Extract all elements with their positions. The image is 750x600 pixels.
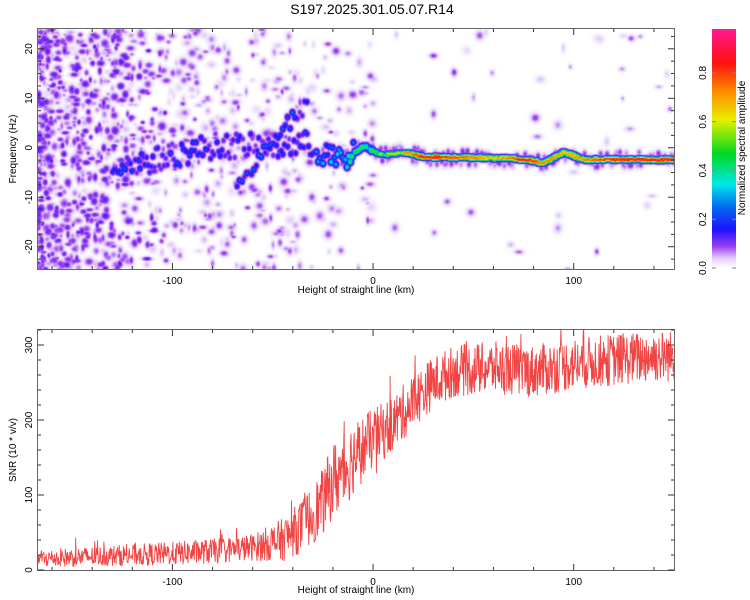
snr-x-tick-label: 100: [565, 577, 582, 588]
colorbar-tick-label: 0.0: [698, 261, 709, 275]
snr-ticks: [38, 329, 674, 571]
spectrogram-image-wrap: [38, 29, 674, 269]
snr-x-tick-label: 0: [370, 577, 376, 588]
spectrogram-x-tick-label: -100: [162, 276, 182, 287]
colorbar-tick-label: 0.4: [698, 163, 709, 177]
figure-title: S197.2025.301.05.07.R14: [290, 1, 454, 17]
snr-y-axis-label: SNR (10 * v/v): [8, 418, 19, 482]
snr-frame: [37, 329, 675, 571]
spectrogram-y-tick-labels: -20 -10 0 10 20: [24, 43, 35, 254]
snr-x-tick-label: -100: [162, 577, 182, 588]
spectrogram-x-tick-label: 100: [565, 276, 582, 287]
spectrogram-y-tick-label: -20: [24, 239, 35, 254]
snr-y-tick-labels: 0 100 200 300: [24, 336, 35, 573]
snr-y-tick-label: 200: [24, 411, 35, 428]
colorbar: 0.0 0.2 0.4 0.6 0.8 Normalized spectral ampl…: [698, 29, 748, 275]
snr-panel: -100 0 100 0 100 200 300 Height of straight l…: [8, 329, 675, 596]
spectrogram-y-tick-label: 20: [24, 43, 35, 55]
snr-x-axis-label: Height of straight line (km): [298, 585, 415, 596]
spectrogram-x-tick-label: 0: [370, 276, 376, 287]
spectrogram-ticks: [38, 29, 674, 269]
spectrogram-x-tick-labels: -100 0 100: [162, 276, 582, 287]
colorbar-gradient: [712, 29, 736, 268]
colorbar-tick-label: 0.8: [698, 66, 709, 80]
snr-y-tick-label: 100: [24, 486, 35, 503]
colorbar-label: Normalized spectral amplitude: [737, 80, 748, 215]
colorbar-ticks: 0.0 0.2 0.4 0.6 0.8: [698, 66, 736, 275]
snr-y-tick-label: 0: [24, 567, 35, 573]
spectrogram-y-tick-label: 10: [24, 92, 35, 104]
snr-x-tick-labels: -100 0 100: [162, 577, 582, 588]
spectrogram-image: [38, 29, 674, 269]
spectrogram-y-tick-label: 0: [24, 145, 35, 151]
colorbar-tick-label: 0.2: [698, 212, 709, 226]
spectrogram-y-axis-label: Frequency (Hz): [8, 115, 19, 184]
snr-y-tick-label: 300: [24, 336, 35, 353]
spectrogram-y-tick-label: -10: [24, 190, 35, 205]
spectrogram-x-axis-label: Height of straight line (km): [298, 285, 415, 296]
snr-line: [38, 330, 674, 567]
colorbar-tick-label: 0.6: [698, 114, 709, 128]
spectrogram-frame: [37, 28, 675, 270]
